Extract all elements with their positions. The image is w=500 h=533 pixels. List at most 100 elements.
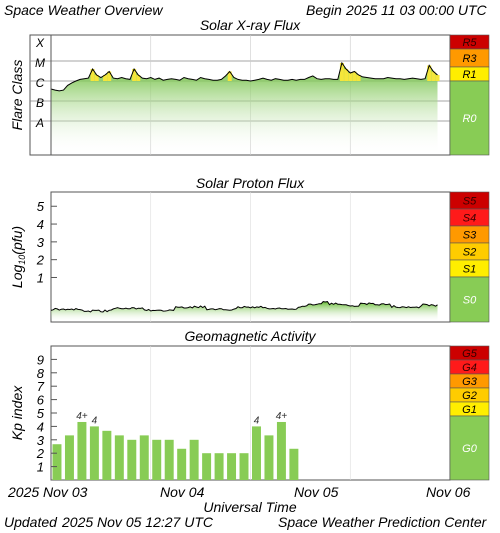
geomag-scale-label-g5: G5 [462,348,478,360]
geomag-y-tick-label: 1 [37,460,44,475]
kp-bar [177,448,187,480]
xray-flare-highlight [132,68,137,81]
proton-scale-s0 [449,276,490,323]
x-axis-label: Universal Time [203,499,297,515]
xray-flare-highlight [431,71,436,81]
xray-scale-label-r1: R1 [462,69,476,81]
xray-flare-highlight [435,74,440,81]
xray-class-label-b: B [36,96,44,110]
kp-bar [102,430,112,480]
begin-label: Begin [306,2,342,18]
proton-scale-label-s4: S4 [463,213,476,225]
geomag-y-tick-label: 8 [37,366,45,381]
kp-bar [77,421,87,480]
geomag-y-tick-label: 2 [36,446,45,461]
xray-flare-highlight [103,74,108,81]
xray-flare-highlight [107,71,112,81]
kp-bar [264,435,274,480]
xray-flare-highlight [427,65,432,81]
proton-panel-title: Solar Proton Flux [195,175,305,191]
proton-y-tick-label: 2 [36,253,45,268]
geomag-scale-label-g3: G3 [462,376,478,388]
proton-scale-label-s3: S3 [463,230,477,242]
proton-scale-label-s0: S0 [463,295,477,307]
x-tick-nov06: Nov 06 [426,484,471,500]
proton-y-tick-label: 3 [37,235,45,250]
xray-scale-label-r5: R5 [462,37,477,49]
xray-flare-highlight [136,74,141,81]
credit-label: Space Weather Prediction Center [278,514,487,530]
kp-bar [189,439,199,480]
xray-class-label-c: C [36,76,45,90]
proton-y-axis-label-rest: (pfu) [9,226,25,255]
xray-y-axis-label: Flare Class [9,60,25,131]
geomag-scale-label-g0: G0 [462,443,478,455]
proton-scale-label-s1: S1 [463,264,476,276]
kp-bar-label: 4+ [276,411,288,422]
xray-flux-area [51,62,438,155]
proton-y-tick-label: 4 [37,217,44,232]
kp-bar [202,453,212,480]
geomag-y-tick-label: 5 [37,406,45,421]
xray-flare-highlight [90,68,95,81]
proton-y-axis-label: Log10(pfu) [9,226,27,288]
kp-bar [276,421,286,480]
xray-scale-label-r3: R3 [462,53,477,65]
xray-flare-highlight [352,71,357,81]
geomag-y-tick-label: 3 [37,433,45,448]
kp-bar [114,435,124,480]
x-tick-nov03: 2025 Nov 03 [8,484,88,500]
geomag-scale-g0 [449,415,490,481]
proton-flux-line [50,301,438,313]
xray-panel-title: Solar X-ray Flux [199,17,301,33]
xray-flare-highlight [348,73,353,81]
xray-flare-highlight [356,74,361,81]
proton-y-axis-label-sub: 10 [17,255,27,265]
kp-bar [64,435,74,480]
kp-bar [214,453,224,480]
xray-scale-label-r0: R0 [462,113,477,125]
x-tick-nov05: Nov 05 [294,484,339,500]
kp-bar-label: 4 [254,415,260,426]
xray-class-label-a: A [35,116,44,130]
proton-scale-label-s2: S2 [463,247,476,259]
kp-bar-label: 4+ [76,411,88,422]
kp-bar [227,453,237,480]
geomag-y-tick-label: 4 [37,419,44,434]
kp-bar [139,435,149,480]
kp-bar-label: 4 [92,415,98,426]
xray-scale-r0 [449,80,490,156]
geomag-scale-label-g2: G2 [462,390,477,402]
geomag-y-tick-label: 9 [37,352,44,367]
geomag-y-axis-label: Kp index [9,385,25,440]
geomag-scale-label-g1: G1 [462,404,477,416]
proton-y-axis-label-main: Log [9,265,25,289]
updated-label: Updated [4,514,57,530]
geomag-y-tick-label: 7 [37,379,45,394]
geomag-panel-title: Geomagnetic Activity [184,328,316,344]
xray-class-label-x: X [35,36,45,50]
xray-flare-highlight [94,74,99,81]
xray-flare-highlight [227,71,232,81]
kp-bar [239,453,249,480]
geomag-y-tick-label: 6 [37,393,45,408]
kp-bar [52,444,62,480]
proton-scale-label-s5: S5 [463,196,477,208]
proton-y-tick-label: 5 [37,199,45,214]
xray-flare-highlight [344,68,349,81]
begin-time: 2025 11 03 00:00 UTC [346,2,487,18]
kp-bar [89,426,99,480]
kp-bar [252,426,261,480]
x-tick-nov04: Nov 04 [160,484,205,500]
xray-flare-highlight [339,62,344,81]
kp-bar [164,439,174,480]
kp-bar [152,439,162,480]
kp-bar [127,439,137,480]
updated-time: 2025 Nov 05 12:27 UTC [62,514,213,530]
xray-class-label-m: M [35,56,45,70]
overview-title: Space Weather Overview [4,2,163,18]
xray-flux-line [50,61,438,92]
geomag-scale-label-g4: G4 [462,362,477,374]
proton-flux-area [51,301,438,322]
